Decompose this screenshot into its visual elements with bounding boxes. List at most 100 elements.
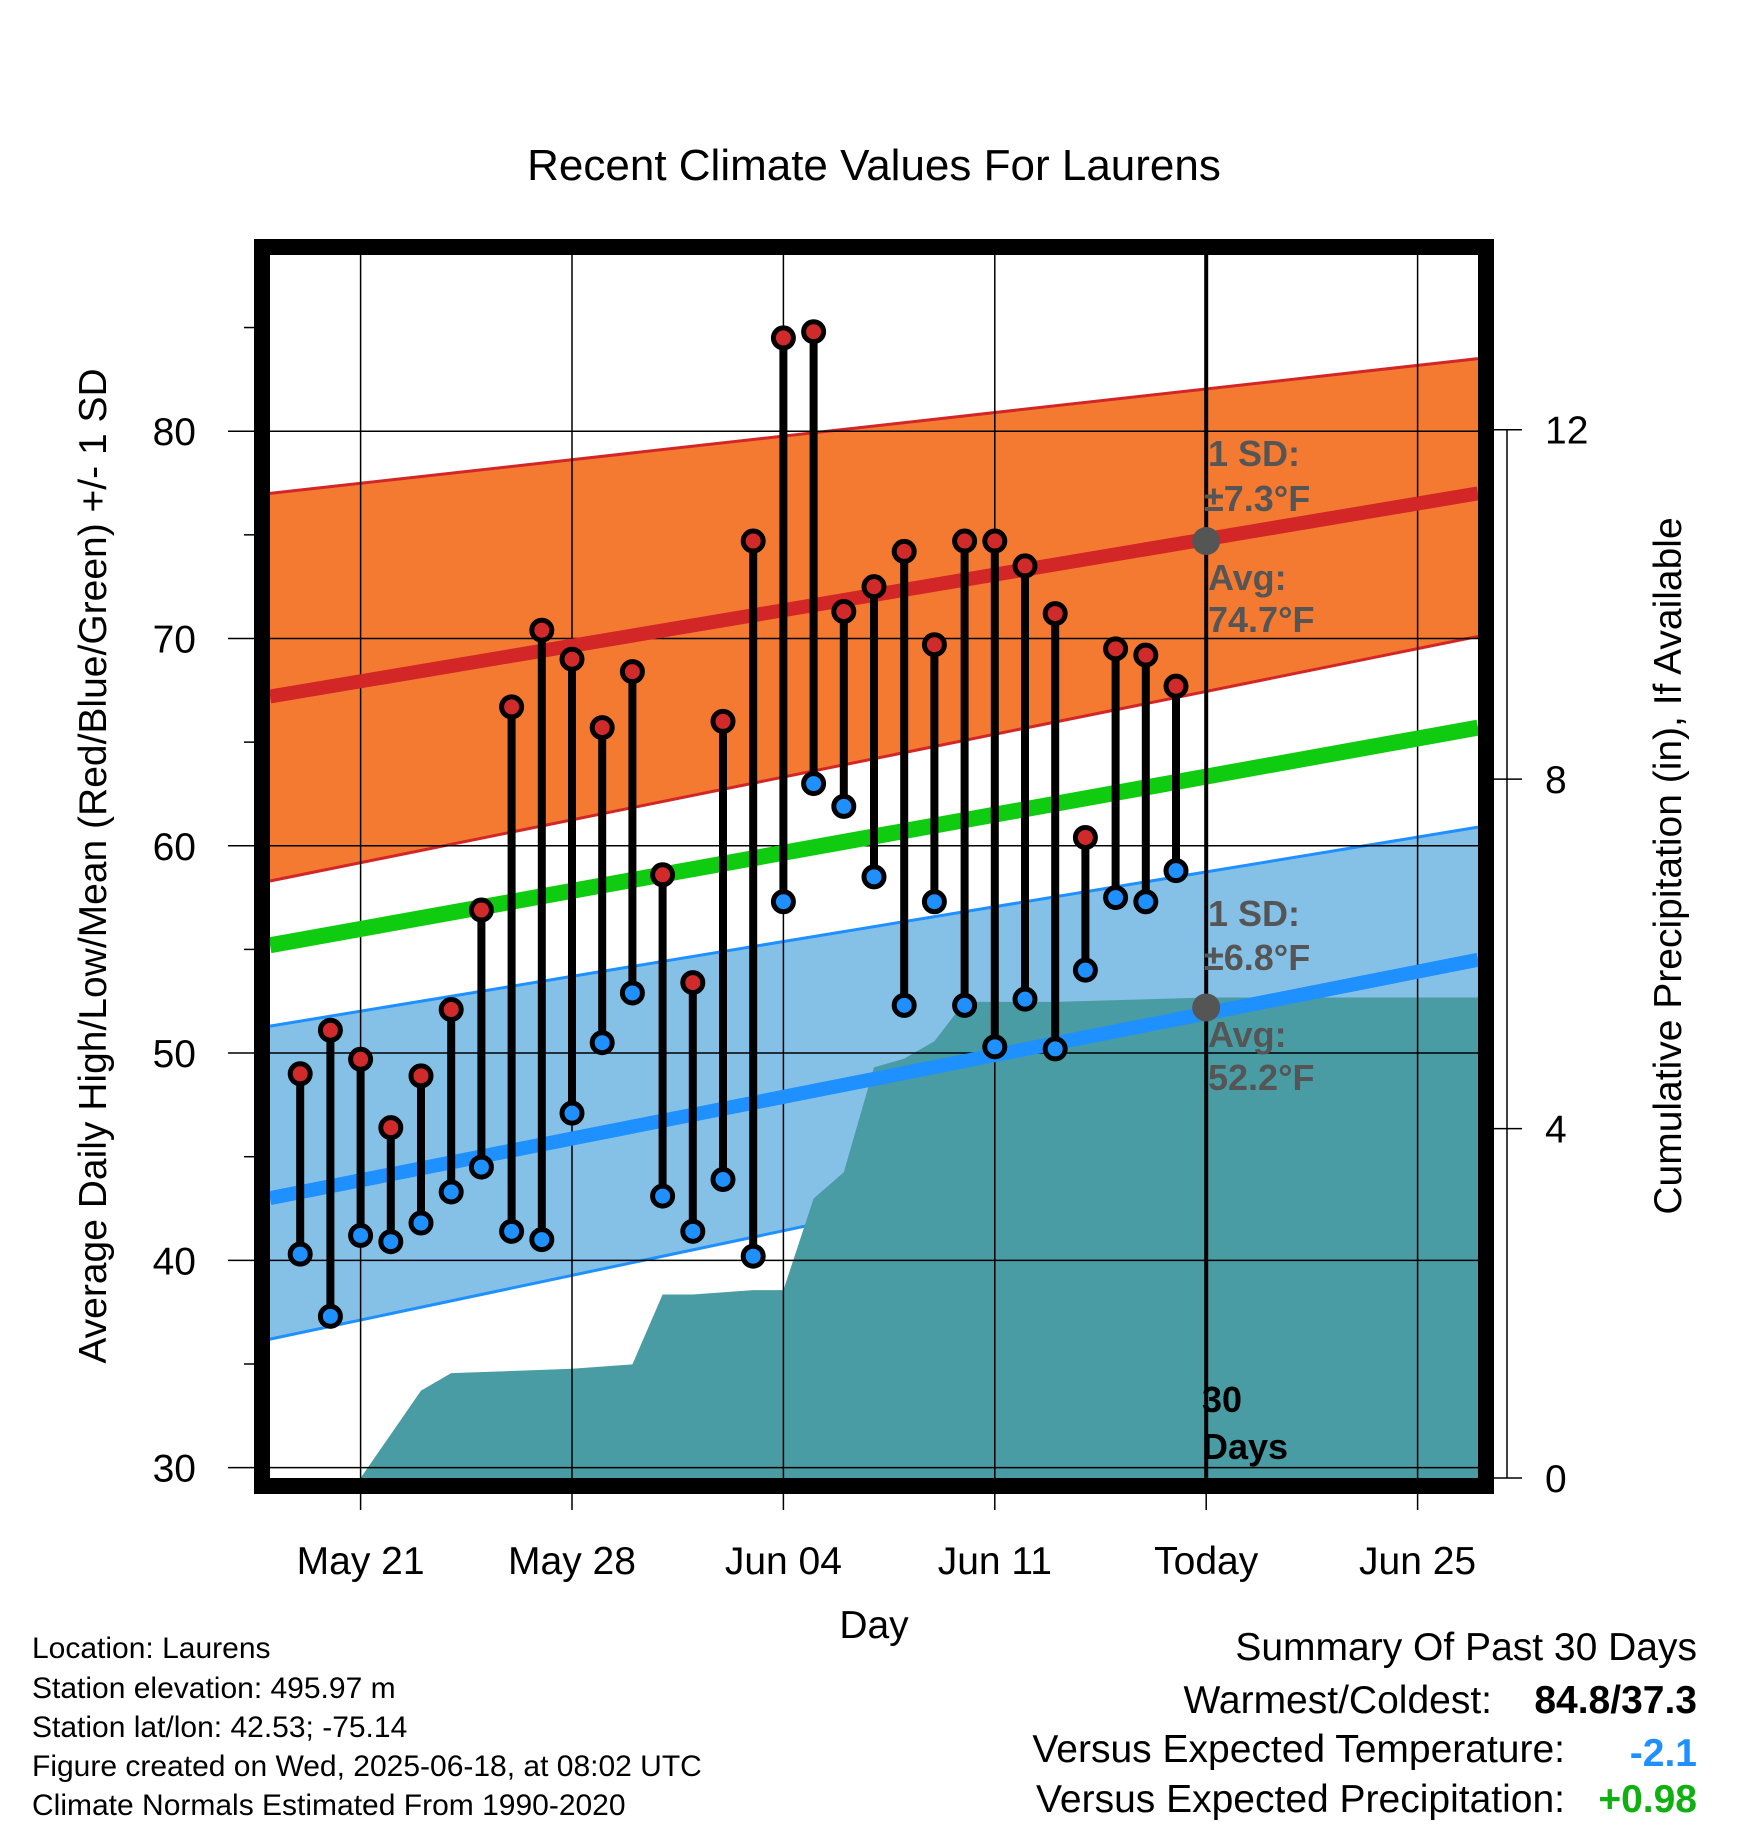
low-temp-point: [650, 1183, 676, 1209]
high-avg-label: Avg:: [1208, 557, 1287, 598]
low-temp-point: [801, 771, 827, 797]
high-temp-point: [861, 574, 887, 600]
low-sd-value: ±6.8°F: [1204, 937, 1310, 978]
high-temp-point: [317, 1017, 343, 1043]
low-temp-point: [770, 889, 796, 915]
high-temp-point: [559, 646, 585, 672]
high-temp-point: [408, 1063, 434, 1089]
low-temp-point: [408, 1210, 434, 1236]
low-temp-point: [1072, 957, 1098, 983]
y2-tick-label: 4: [1545, 1109, 1567, 1152]
high-temp-point: [1012, 553, 1038, 579]
low-temp-point: [589, 1030, 615, 1056]
y2-axis-label: Cumulative Precipitation (in), If Availa…: [1647, 517, 1690, 1214]
latlon-text: Station lat/lon: 42.53; -75.14: [32, 1711, 407, 1744]
low-temp-point: [619, 980, 645, 1006]
low-temp-point: [1103, 885, 1129, 911]
today-marker: [1192, 255, 1221, 1478]
high-temp-point: [740, 528, 766, 554]
low-avg-label: Avg:: [1208, 1014, 1287, 1055]
x-tick-label: May 21: [297, 1540, 425, 1583]
high-temp-point: [619, 659, 645, 685]
y-tick-label: 80: [153, 411, 196, 454]
plot-area: 1 SD: ±7.3°F Avg: 74.7°F 1 SD: ±6.8°F Av…: [254, 239, 1494, 1494]
high-temp-point: [921, 632, 947, 658]
high-temp-point: [680, 970, 706, 996]
high-temp-point: [589, 715, 615, 741]
high-sd-band-upper-edge: [269, 357, 1479, 495]
y2-tick-label: 12: [1545, 410, 1588, 453]
precipitation-area: [270, 997, 1478, 1478]
low-temp-point: [952, 992, 978, 1018]
low-temp-point: [982, 1034, 1008, 1060]
y-axis-left: 30 40 50 60 70 80: [153, 326, 254, 1491]
low-temp-point: [1163, 858, 1189, 884]
high-temp-point: [801, 319, 827, 345]
summary-title: Summary Of Past 30 Days: [1235, 1626, 1697, 1669]
y-tick-label: 40: [153, 1240, 196, 1283]
low-avg-point: [1192, 993, 1221, 1022]
low-temp-point: [378, 1229, 404, 1255]
warm-cold-label: Warmest/Coldest:: [1184, 1679, 1492, 1722]
low-temp-point: [1133, 889, 1159, 915]
high-temp-point: [1103, 636, 1129, 662]
low-temp-point: [1042, 1036, 1068, 1062]
high-temp-point: [1072, 824, 1098, 850]
temp-value: -2.1: [1630, 1732, 1697, 1775]
days-label-word: Days: [1202, 1426, 1288, 1467]
low-avg-value: 52.2°F: [1208, 1057, 1314, 1098]
elevation-text: Station elevation: 495.97 m: [32, 1672, 396, 1705]
low-temp-point: [317, 1303, 343, 1329]
high-avg-value: 74.7°F: [1208, 599, 1314, 640]
precip-value: +0.98: [1598, 1778, 1697, 1821]
observed-temperatures: [287, 319, 1189, 1329]
low-temp-point: [1012, 986, 1038, 1012]
high-temp-point: [287, 1061, 313, 1087]
low-temp-point: [559, 1100, 585, 1126]
low-temp-point: [891, 992, 917, 1018]
high-temp-point: [499, 694, 525, 720]
low-temp-point: [499, 1218, 525, 1244]
high-temp-point: [650, 862, 676, 888]
low-temp-point: [921, 889, 947, 915]
low-temp-point: [710, 1167, 736, 1193]
normals-text: Climate Normals Estimated From 1990-2020: [32, 1789, 626, 1822]
warm-cold-value: 84.8/37.3: [1534, 1679, 1697, 1722]
summary-panel: Summary Of Past 30 Days Warmest/Coldest:…: [1032, 1626, 1697, 1821]
low-sd-label: 1 SD:: [1208, 893, 1300, 934]
high-temp-point: [378, 1115, 404, 1141]
x-tick-label: May 28: [508, 1540, 636, 1583]
precip-cumulative-area: [270, 997, 1478, 1478]
low-temp-point: [287, 1241, 313, 1267]
x-tick-label: Today: [1154, 1540, 1259, 1583]
location-text: Location: Laurens: [32, 1632, 271, 1665]
y-axis-right: 0 4 8 12: [1494, 410, 1588, 1501]
y-tick-label: 50: [153, 1033, 196, 1076]
low-temp-point: [529, 1227, 555, 1253]
high-avg-point: [1192, 527, 1221, 556]
high-temp-point: [831, 599, 857, 625]
normal-low-line: [268, 952, 1480, 1206]
y-axis-label: Average Daily High/Low/Mean (Red/Blue/Gr…: [72, 368, 115, 1363]
high-temp-point: [1163, 673, 1189, 699]
x-axis: May 21 May 28 Jun 04 Jun 11 Today Jun 25: [297, 1494, 1476, 1583]
precip-label: Versus Expected Precipitation:: [1036, 1778, 1565, 1821]
low-temp-point: [740, 1243, 766, 1269]
x-axis-label: Day: [839, 1604, 909, 1647]
high-temp-point: [348, 1046, 374, 1072]
high-temp-point: [1133, 642, 1159, 668]
y2-tick-label: 0: [1545, 1458, 1567, 1501]
high-sd-label: 1 SD:: [1208, 433, 1300, 474]
days-label-number: 30: [1202, 1379, 1242, 1420]
low-temp-point: [468, 1154, 494, 1180]
y2-tick-label: 8: [1545, 759, 1567, 802]
station-info: Location: Laurens Station elevation: 495…: [32, 1632, 702, 1822]
high-temp-point: [982, 528, 1008, 554]
y-tick-label: 70: [153, 618, 196, 661]
y-tick-label: 30: [153, 1448, 196, 1491]
high-temp-point: [438, 997, 464, 1023]
high-temp-point: [529, 617, 555, 643]
high-temp-point: [952, 528, 978, 554]
low-temp-point: [438, 1179, 464, 1205]
high-temp-point: [770, 325, 796, 351]
